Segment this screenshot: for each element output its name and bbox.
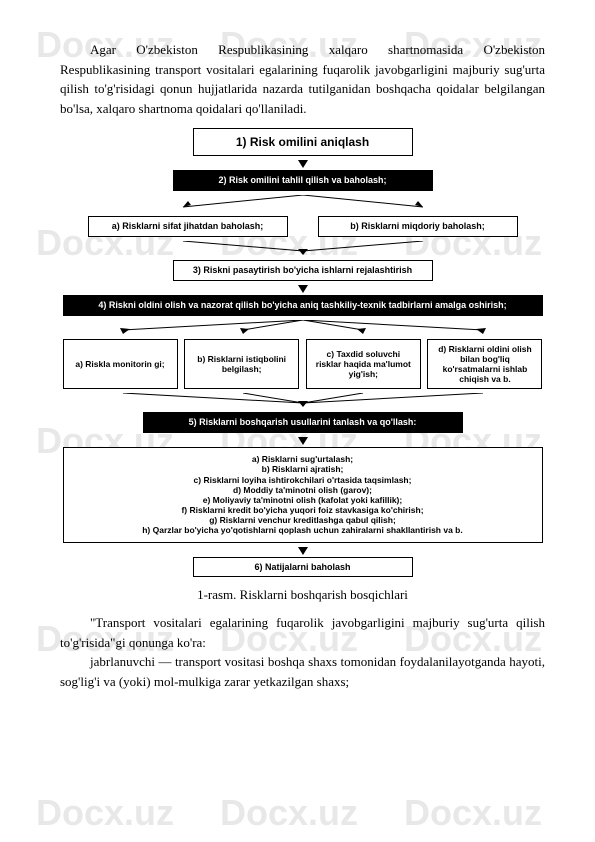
flow-step-1: 1) Risk omilini aniqlash	[193, 128, 413, 156]
connector-merge4	[63, 393, 543, 407]
flow-step-8: a) Risklarni sug'urtalash;b) Risklarni a…	[63, 447, 543, 543]
flow-step-6a: a) Risk​la monitorin gi;	[63, 339, 178, 390]
connector-merge	[63, 241, 543, 255]
arrow-icon	[298, 547, 308, 555]
watermark: Docx.uz	[220, 792, 358, 834]
flowchart: 1) Risk omilini aniqlash 2) Risk omilini…	[63, 128, 543, 577]
connector-split4	[63, 320, 543, 334]
flow-step-6d: d) Risklarni oldini olish bilan bog'liq …	[427, 339, 542, 390]
connector-split	[63, 195, 543, 211]
paragraph-2: "Transport vositalari egalarining fuqaro…	[60, 613, 545, 652]
arrow-icon	[298, 285, 308, 293]
flow-step-5: 4) Riskni oldini olish va nazorat qilish…	[63, 295, 543, 316]
flow-step-6b: b) Risklarni istiqbolini belgilash;	[184, 339, 299, 390]
intro-paragraph: Agar O'zbekiston Respublikasining xalqar…	[60, 40, 545, 118]
paragraph-3: jabrlanuvchi — transport vositasi boshqa…	[60, 652, 545, 691]
flow-step-2: 2) Risk omilini tahlil qilish va baholas…	[173, 170, 433, 191]
arrow-icon	[298, 160, 308, 168]
flow-step-3a: a) Risklarni sifat jihatdan baholash;	[88, 216, 288, 237]
flow-step-3b: b) Risklarni miqdoriy baholash;	[318, 216, 518, 237]
arrow-icon	[298, 437, 308, 445]
watermark: Docx.uz	[36, 792, 174, 834]
flow-step-4: 3) Riskni pasaytirish bo'yicha ishlarni …	[173, 260, 433, 281]
flow-step-6c: c) Taxdid soluvchi risklar haqida ma'lum…	[306, 339, 421, 390]
page-content: Agar O'zbekiston Respublikasining xalqar…	[0, 0, 595, 721]
watermark: Docx.uz	[404, 792, 542, 834]
figure-caption: 1-rasm. Risklarni boshqarish bosqichlari	[60, 587, 545, 603]
flow-step-7: 5) Risklarni boshqarish usullarini tanla…	[143, 412, 463, 433]
flow-step-9: 6) Natijalarni baholash	[193, 557, 413, 578]
